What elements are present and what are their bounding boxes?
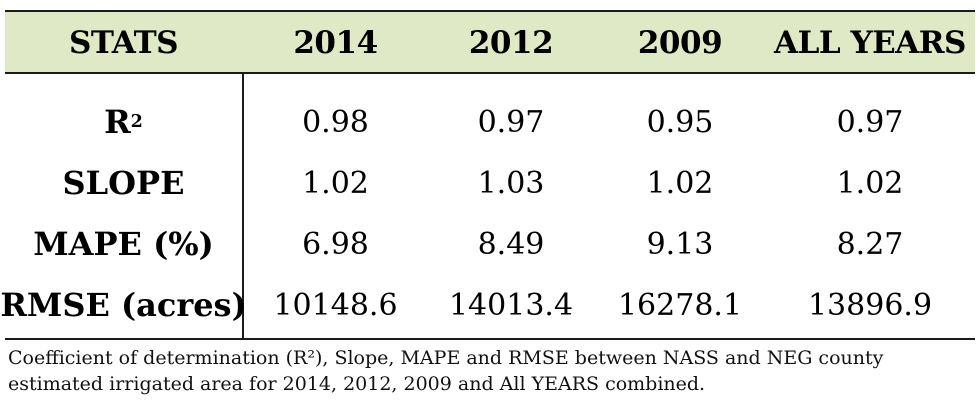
table-caption: Coefficient of determination (R²), Slope… xyxy=(8,345,968,397)
table-bottom-rule xyxy=(5,338,975,340)
cell-slope-2012: 1.03 xyxy=(477,165,545,201)
cell-mape-2012: 8.49 xyxy=(477,226,545,262)
cell-rmse-2014: 10148.6 xyxy=(273,287,398,323)
cell-mape-all-years: 8.27 xyxy=(836,226,904,262)
caption-line-1: Coefficient of determination (R²), Slope… xyxy=(8,347,884,369)
cell-r2-2009: 0.95 xyxy=(646,104,714,140)
row-label-rmse: RMSE (acres) xyxy=(0,286,247,324)
row-label-slope: SLOPE xyxy=(62,164,185,202)
cell-mape-2009: 9.13 xyxy=(646,226,714,262)
cell-slope-all-years: 1.02 xyxy=(836,165,904,201)
cell-slope-2014: 1.02 xyxy=(302,165,369,201)
header-2012: 2012 xyxy=(468,25,554,61)
cell-rmse-2009: 16278.1 xyxy=(617,287,743,323)
table-header-row: STATS 2014 2012 2009 ALL YEARS xyxy=(5,10,975,74)
column-divider xyxy=(242,74,244,338)
caption-line-2: estimated irrigated area for 2014, 2012,… xyxy=(8,373,706,395)
header-stats: STATS xyxy=(68,25,179,61)
header-2014: 2014 xyxy=(293,25,378,61)
cell-r2-all-years: 0.97 xyxy=(836,104,904,140)
row-label-r2-base: R xyxy=(104,103,131,141)
cell-mape-2014: 6.98 xyxy=(302,226,369,262)
row-label-mape: MAPE (%) xyxy=(33,225,214,263)
cell-slope-2009: 1.02 xyxy=(646,165,714,201)
header-2009: 2009 xyxy=(637,25,723,61)
cell-rmse-all-years: 13896.9 xyxy=(807,287,933,323)
cell-r2-2014: 0.98 xyxy=(302,104,369,140)
cell-rmse-2012: 14013.4 xyxy=(448,287,574,323)
header-all-years: ALL YEARS xyxy=(774,25,966,61)
cell-r2-2012: 0.97 xyxy=(477,104,545,140)
